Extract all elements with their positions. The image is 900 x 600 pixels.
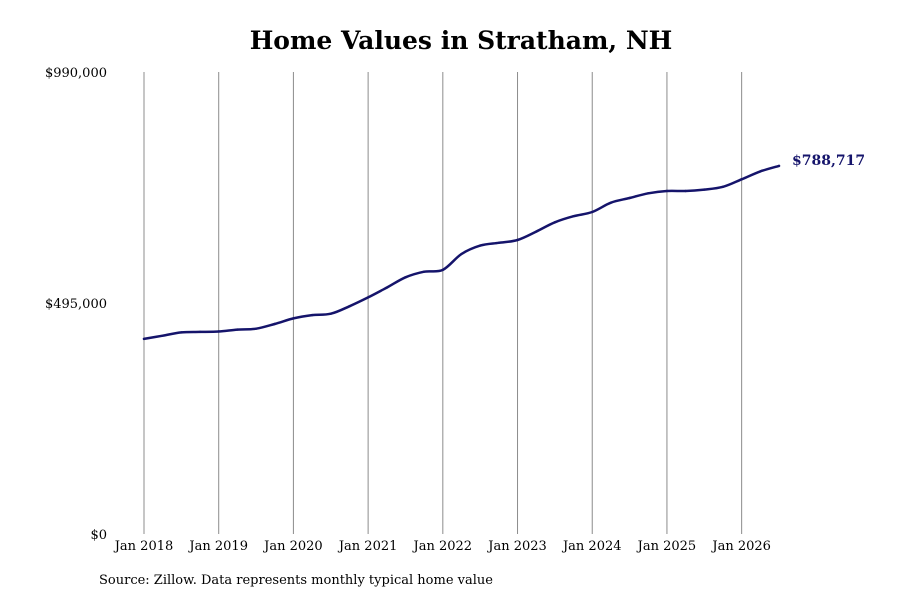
data-point-11: [348, 305, 351, 308]
data-point-23: [572, 215, 575, 218]
x-tick-label-1: Jan 2019: [187, 539, 248, 554]
data-point-27: [647, 192, 650, 195]
x-tick-label-5: Jan 2023: [486, 539, 547, 554]
x-tick-label-3: Jan 2021: [337, 539, 398, 554]
y-tick-label-1: $495,000: [45, 297, 107, 312]
data-point-32: [740, 178, 743, 181]
data-point-6: [254, 327, 258, 330]
data-point-29: [684, 189, 687, 193]
series-line-0: [142, 164, 781, 341]
data-point-22: [553, 221, 557, 224]
data-point-21: [535, 230, 538, 233]
x-tick-label-8: Jan 2026: [710, 539, 771, 554]
y-tick-label-2: $990,000: [45, 66, 107, 81]
data-point-14: [404, 276, 407, 279]
data-point-33: [759, 170, 762, 173]
series-group: [142, 164, 781, 341]
x-axis-tick-labels: Jan 2018 Jan 2019 Jan 2020 Jan 2021 Jan 2022…: [113, 539, 771, 554]
data-point-28: [665, 189, 669, 193]
data-point-34: [777, 164, 781, 168]
y-tick-label-0: $0: [90, 528, 107, 543]
data-point-12: [366, 296, 370, 299]
data-point-16: [441, 268, 445, 272]
data-point-8: [292, 317, 295, 320]
data-point-5: [236, 328, 239, 331]
data-point-25: [609, 201, 613, 204]
y-axis-tick-labels: $0 $495,000 $990,000: [45, 66, 107, 543]
x-tick-label-2: Jan 2020: [262, 539, 323, 554]
data-point-3: [198, 330, 202, 334]
gridlines: [143, 72, 743, 534]
data-point-7: [273, 322, 276, 326]
source-note: Source: Zillow. Data represents monthly …: [99, 573, 493, 588]
x-tick-label-0: Jan 2018: [113, 539, 174, 554]
x-tick-label-6: Jan 2024: [561, 539, 622, 554]
data-point-19: [497, 241, 501, 244]
data-point-15: [422, 270, 426, 273]
x-tick-label-7: Jan 2025: [636, 539, 697, 554]
data-point-0: [142, 337, 146, 341]
data-point-24: [591, 210, 594, 214]
x-tick-label-4: Jan 2022: [412, 539, 473, 554]
data-point-20: [516, 238, 519, 242]
data-point-18: [478, 244, 482, 247]
end-value-label: $788,717: [792, 153, 865, 169]
data-point-30: [703, 188, 706, 191]
data-point-10: [329, 312, 332, 315]
data-point-17: [460, 252, 463, 256]
chart-title: Home Values in Stratham, NH: [249, 26, 673, 55]
data-point-26: [628, 196, 631, 200]
data-point-4: [217, 330, 220, 333]
data-point-13: [385, 286, 388, 289]
data-point-9: [310, 313, 314, 317]
data-point-31: [721, 185, 725, 188]
data-point-1: [161, 334, 164, 337]
data-point-2: [180, 331, 183, 334]
